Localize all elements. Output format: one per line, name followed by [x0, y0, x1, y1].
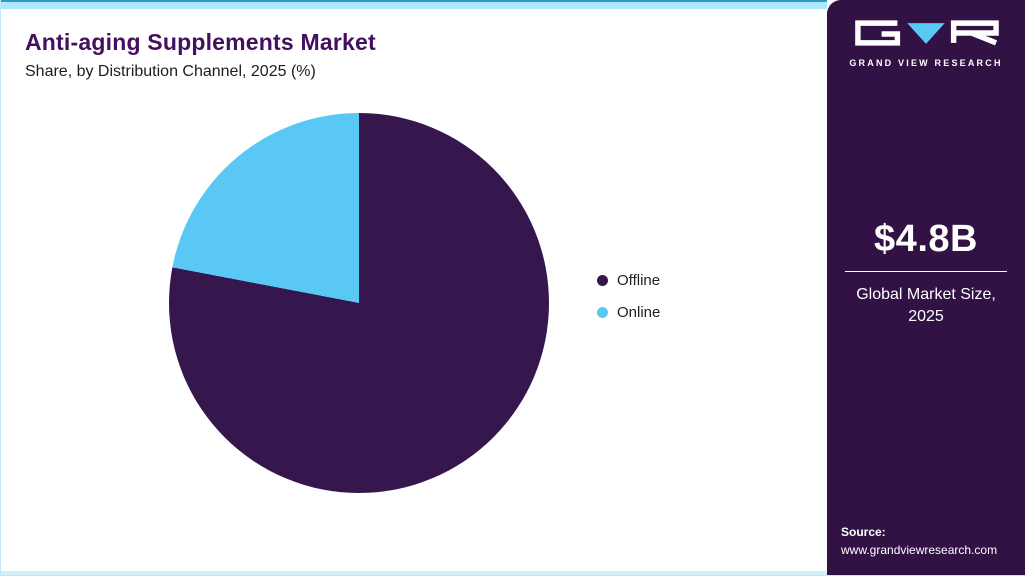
- divider: [845, 271, 1007, 272]
- legend-dot: [597, 306, 608, 318]
- chart-row: Offline Online: [1, 113, 827, 493]
- bottom-accent-bar: [1, 571, 827, 575]
- market-size-label-text: Global Market Size,: [856, 286, 996, 303]
- grand-view-research-logo-icon: [855, 20, 999, 46]
- legend-dot: [597, 274, 608, 286]
- legend-item-online: Online: [597, 304, 660, 321]
- market-size-block: $4.8B Global Market Size, 2025: [827, 218, 1025, 327]
- source-url[interactable]: www.grandviewresearch.com: [841, 543, 998, 557]
- page-title: Anti-aging Supplements Market: [25, 29, 376, 55]
- market-size-label: Global Market Size, 2025: [841, 284, 1011, 327]
- top-accent-bar: [1, 0, 827, 9]
- chart-panel: Anti-aging Supplements Market Share, by …: [1, 0, 827, 575]
- chart-header: Anti-aging Supplements Market Share, by …: [1, 9, 827, 81]
- chart-legend: Offline Online: [597, 272, 660, 321]
- page-subtitle: Share, by Distribution Channel, 2025 (%): [25, 63, 316, 80]
- pie-chart: [169, 113, 549, 493]
- legend-label: Online: [617, 303, 661, 321]
- brand-logo-block: GRAND VIEW RESEARCH: [827, 0, 1025, 68]
- brand-name: GRAND VIEW RESEARCH: [849, 58, 1003, 68]
- legend-label: Offline: [617, 271, 661, 289]
- brand-sidebar: GRAND VIEW RESEARCH $4.8B Global Market …: [827, 0, 1025, 575]
- market-size-value: $4.8B: [874, 218, 978, 260]
- legend-item-offline: Offline: [597, 272, 660, 289]
- market-size-year: 2025: [908, 307, 944, 325]
- source-block: Source: www.grandviewresearch.com: [827, 523, 1025, 575]
- source-label: Source:: [841, 525, 886, 539]
